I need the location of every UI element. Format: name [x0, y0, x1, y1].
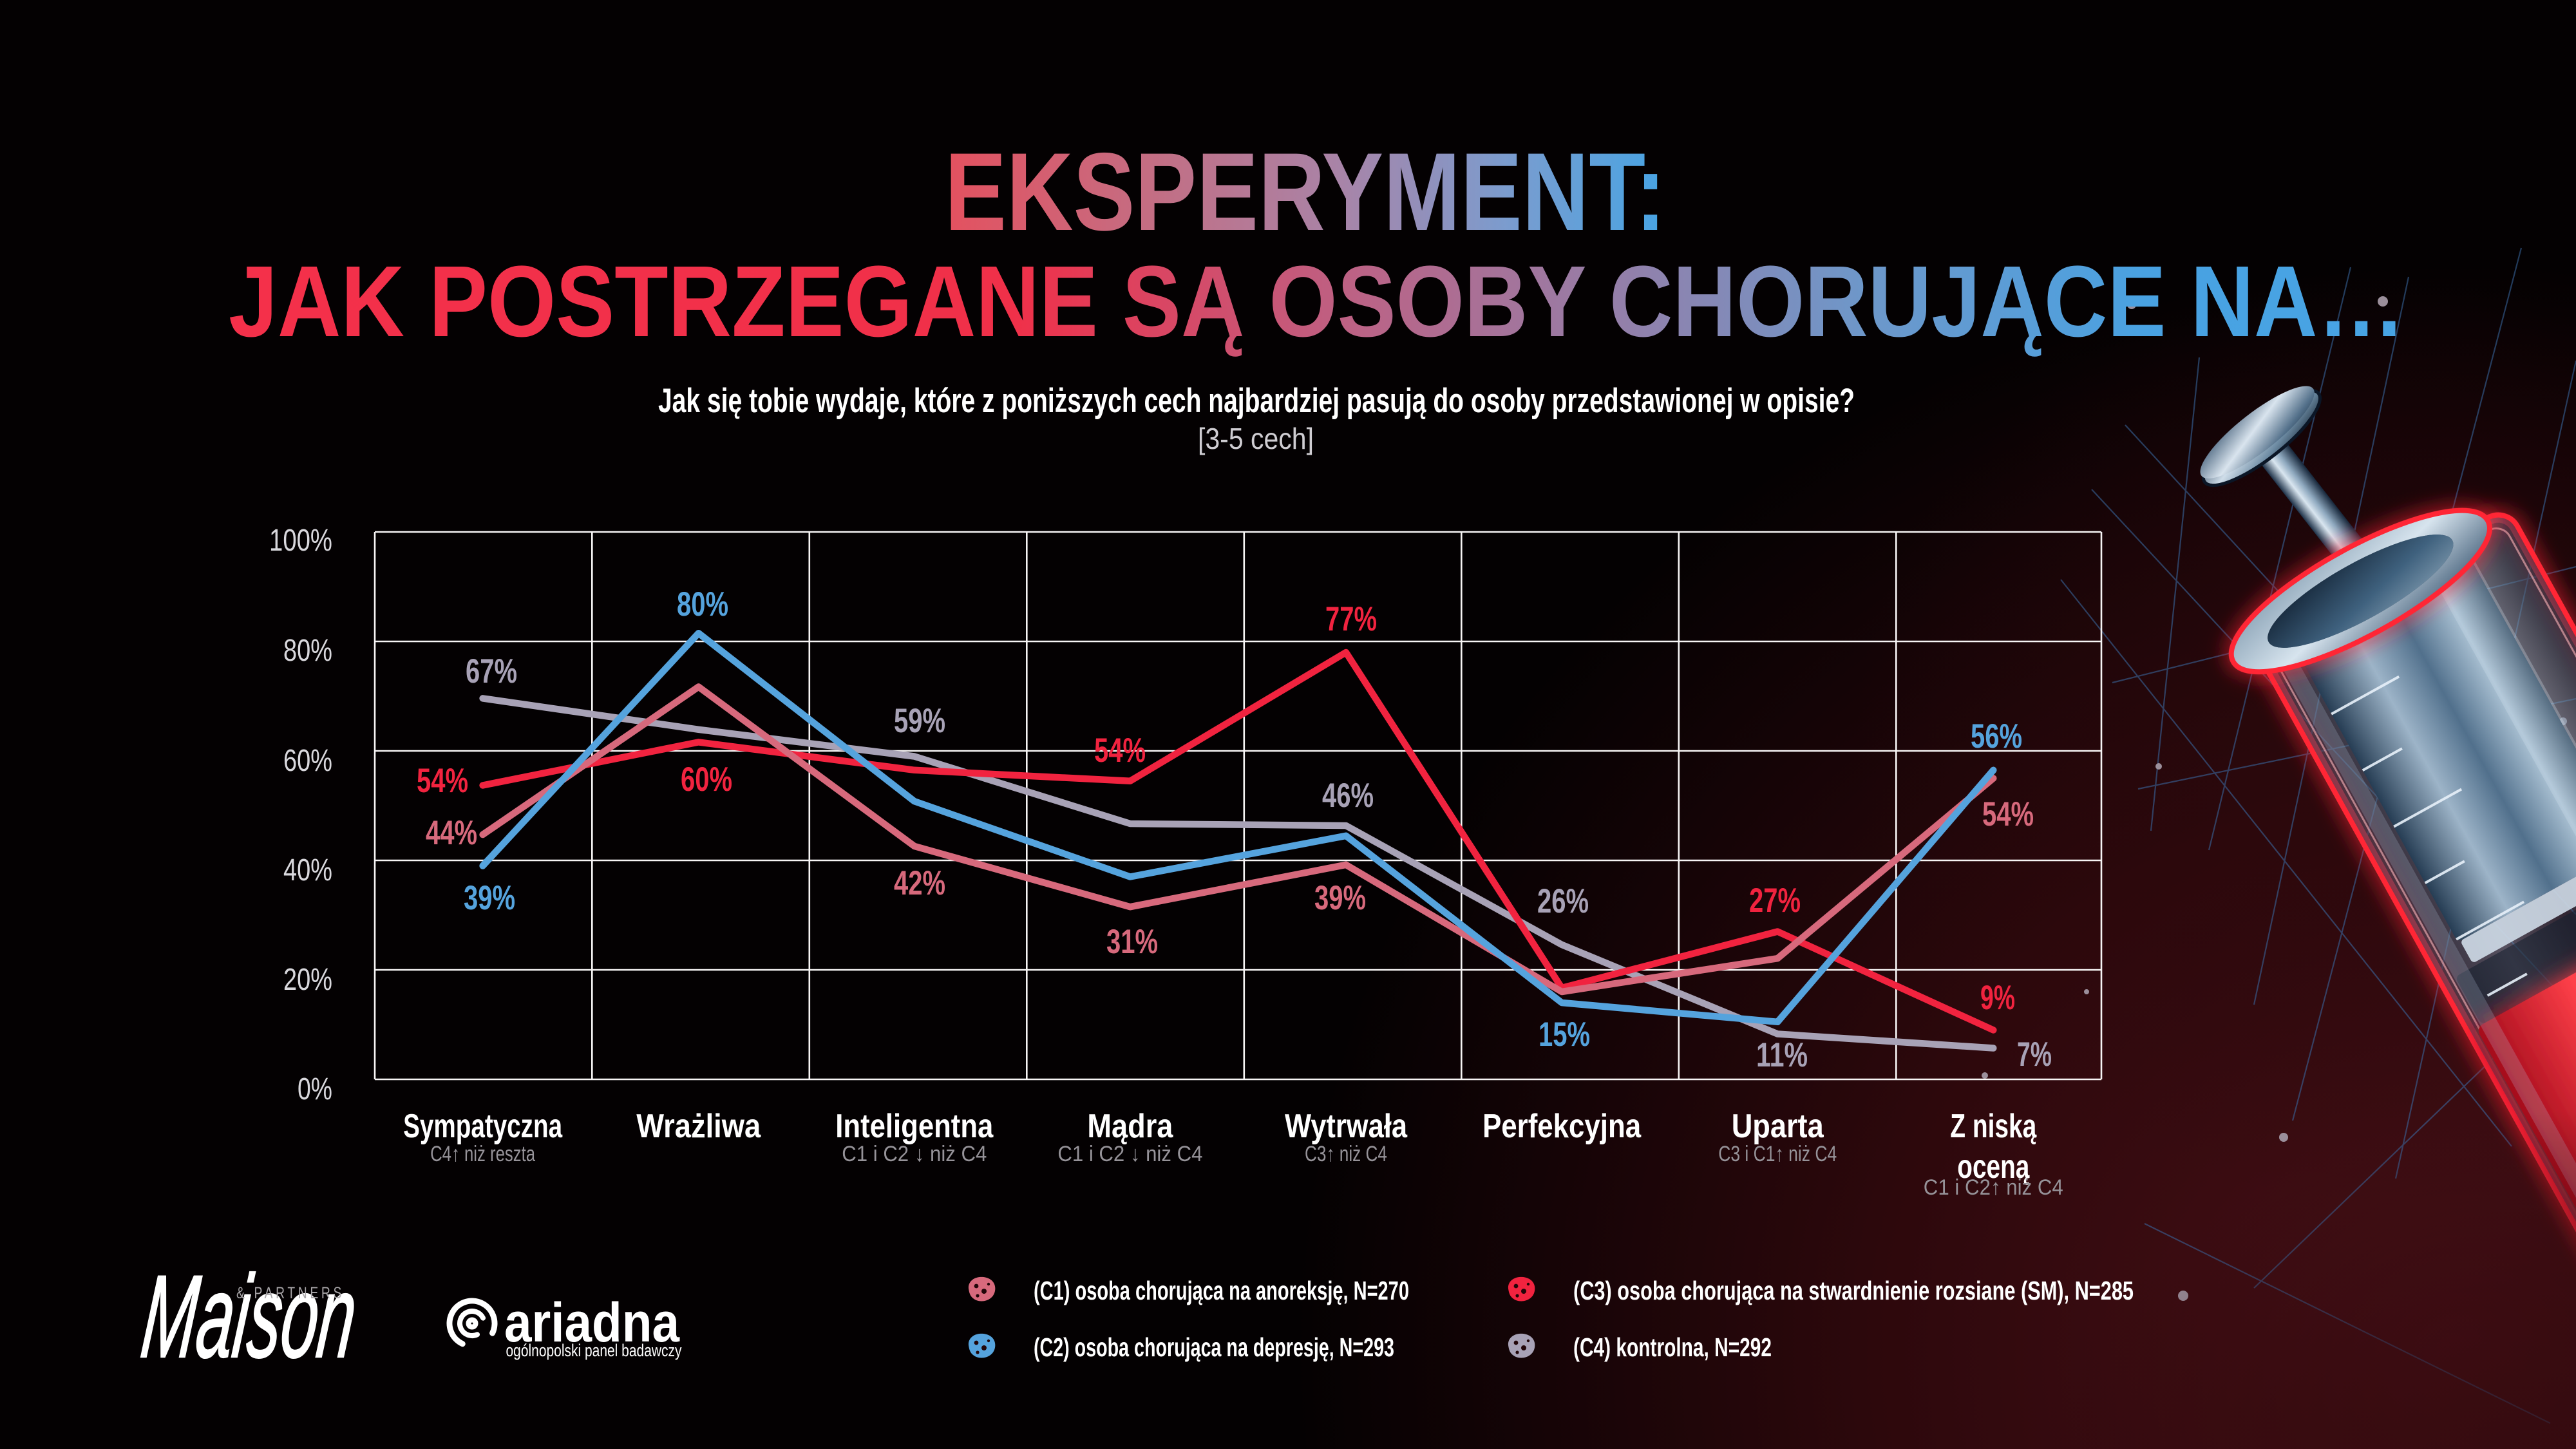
- svg-text:JAK POSTRZEGANE SĄ OSOBY CHORU: JAK POSTRZEGANE SĄ OSOBY CHORUJĄCE NA…: [229, 245, 2405, 359]
- svg-text:80%: 80%: [677, 585, 728, 623]
- svg-text:oceną: oceną: [1957, 1148, 2030, 1185]
- svg-text:80%: 80%: [283, 634, 332, 668]
- svg-text:(C3) osoba chorująca na stward: (C3) osoba chorująca na stwardnienie roz…: [1573, 1276, 2134, 1305]
- svg-text:39%: 39%: [1314, 879, 1366, 917]
- svg-text:44%: 44%: [426, 814, 477, 852]
- svg-text:77%: 77%: [1325, 600, 1377, 638]
- svg-text:56%: 56%: [1971, 717, 2022, 755]
- svg-text:Mądra: Mądra: [1087, 1107, 1173, 1144]
- svg-text:Sympatyczna: Sympatyczna: [403, 1107, 563, 1144]
- svg-text:54%: 54%: [1094, 732, 1146, 770]
- svg-text:46%: 46%: [1322, 777, 1374, 815]
- svg-text:54%: 54%: [1982, 795, 2034, 833]
- svg-text:(C2) osoba chorująca na depres: (C2) osoba chorująca na depresję, N=293: [1034, 1332, 1394, 1362]
- svg-text:60%: 60%: [681, 761, 732, 799]
- svg-text:0%: 0%: [298, 1072, 332, 1107]
- svg-text:Wytrwała: Wytrwała: [1285, 1107, 1408, 1144]
- svg-text:7%: 7%: [2017, 1036, 2052, 1074]
- svg-text:9%: 9%: [1980, 979, 2015, 1017]
- svg-text:Inteligentna: Inteligentna: [835, 1107, 994, 1144]
- svg-text:(C1) osoba chorująca na anorek: (C1) osoba chorująca na anoreksję, N=270: [1034, 1276, 1409, 1305]
- svg-text:59%: 59%: [894, 702, 945, 740]
- svg-text:Z niską: Z niską: [1950, 1107, 2037, 1144]
- svg-text:Jak się tobie wydaje, które z: Jak się tobie wydaje, które z poniższych…: [658, 382, 1855, 420]
- svg-text:15%: 15%: [1539, 1016, 1590, 1054]
- svg-text:ogólnopolski panel badawczy: ogólnopolski panel badawczy: [506, 1341, 682, 1361]
- svg-text:C1 i C2↑ niż C4: C1 i C2↑ niż C4: [1924, 1175, 2063, 1200]
- svg-text:Uparta: Uparta: [1732, 1107, 1824, 1144]
- svg-text:EKSPERYMENT:: EKSPERYMENT:: [945, 130, 1666, 254]
- svg-text:[3-5 cech]: [3-5 cech]: [1198, 422, 1314, 455]
- svg-text:40%: 40%: [283, 853, 332, 888]
- svg-text:& PARTNERS: & PARTNERS: [236, 1284, 345, 1302]
- svg-text:54%: 54%: [417, 762, 468, 800]
- svg-text:60%: 60%: [283, 744, 332, 779]
- svg-text:11%: 11%: [1756, 1036, 1808, 1074]
- svg-text:20%: 20%: [283, 963, 332, 998]
- svg-text:C1 i C2 ↓ niż C4: C1 i C2 ↓ niż C4: [842, 1142, 987, 1166]
- svg-text:31%: 31%: [1106, 923, 1158, 961]
- svg-text:C3↑ niż C4: C3↑ niż C4: [1305, 1142, 1387, 1166]
- svg-text:Maison: Maison: [136, 1251, 362, 1381]
- svg-text:67%: 67%: [466, 652, 517, 690]
- svg-text:42%: 42%: [894, 864, 945, 902]
- svg-text:ariadna: ariadna: [504, 1292, 680, 1354]
- svg-text:27%: 27%: [1749, 882, 1801, 920]
- svg-text:100%: 100%: [269, 524, 332, 558]
- svg-text:Wrażliwa: Wrażliwa: [636, 1107, 761, 1144]
- svg-text:(C4) kontrolna, N=292: (C4) kontrolna, N=292: [1573, 1332, 1772, 1362]
- svg-text:C1 i C2 ↓ niż C4: C1 i C2 ↓ niż C4: [1057, 1142, 1202, 1166]
- svg-text:39%: 39%: [464, 879, 515, 917]
- svg-text:C4↑ niż reszta: C4↑ niż reszta: [430, 1142, 535, 1166]
- svg-text:26%: 26%: [1537, 882, 1589, 920]
- svg-text:C3 i C1↑ niż C4: C3 i C1↑ niż C4: [1718, 1142, 1837, 1166]
- svg-text:Perfekcyjna: Perfekcyjna: [1482, 1107, 1642, 1144]
